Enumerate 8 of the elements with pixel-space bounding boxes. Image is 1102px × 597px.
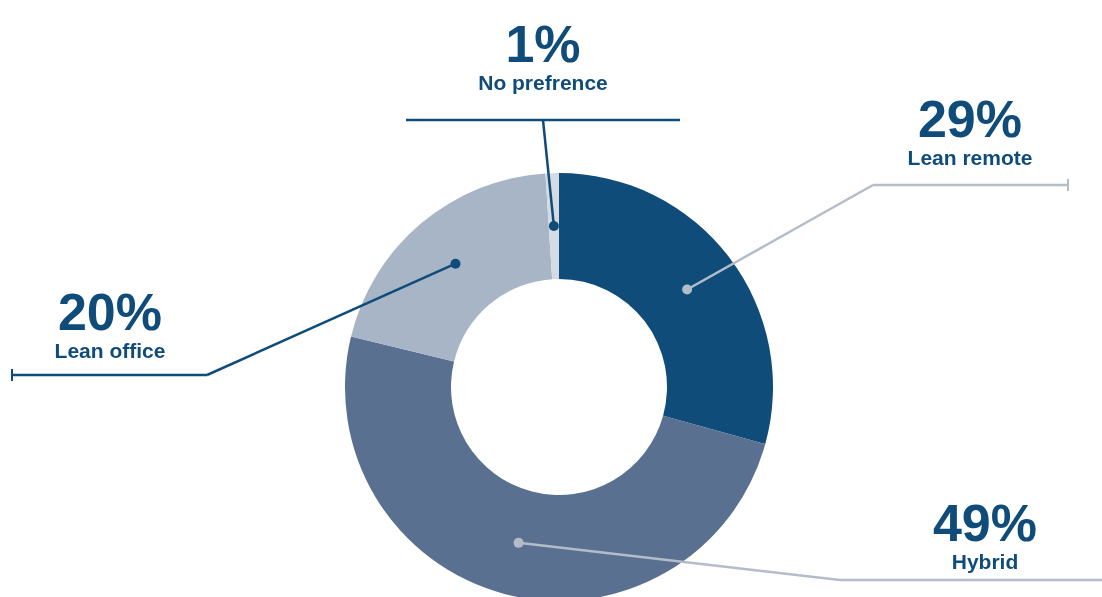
slice-label: Hybrid <box>951 550 1019 573</box>
data-label: 20% <box>57 283 163 341</box>
data-label: 1% <box>505 15 581 73</box>
data-label: 29% <box>917 90 1023 148</box>
slice-label: Lean office <box>54 339 166 362</box>
data-label: 49% <box>932 494 1038 552</box>
slice-label: No prefrence <box>478 71 608 94</box>
slice-label: Lean remote <box>907 146 1033 169</box>
